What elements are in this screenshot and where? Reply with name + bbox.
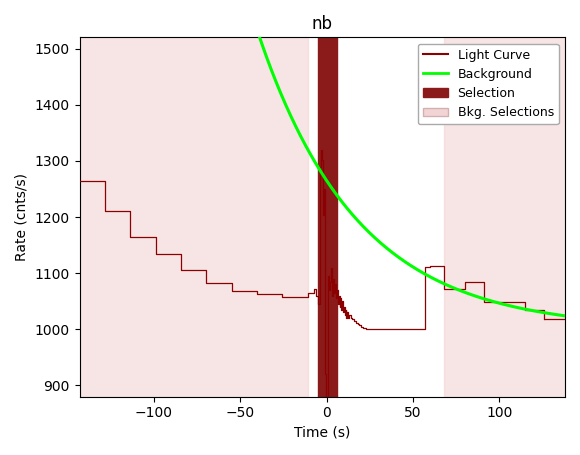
X-axis label: Time (s): Time (s)	[294, 426, 350, 440]
Bar	[444, 37, 565, 397]
Y-axis label: Rate (cnts/s): Rate (cnts/s)	[15, 173, 29, 261]
Bar	[318, 37, 337, 397]
Bar	[79, 37, 307, 397]
Title: nb: nb	[312, 15, 333, 33]
Legend: Light Curve, Background, Selection, Bkg. Selections: Light Curve, Background, Selection, Bkg.…	[418, 44, 559, 124]
